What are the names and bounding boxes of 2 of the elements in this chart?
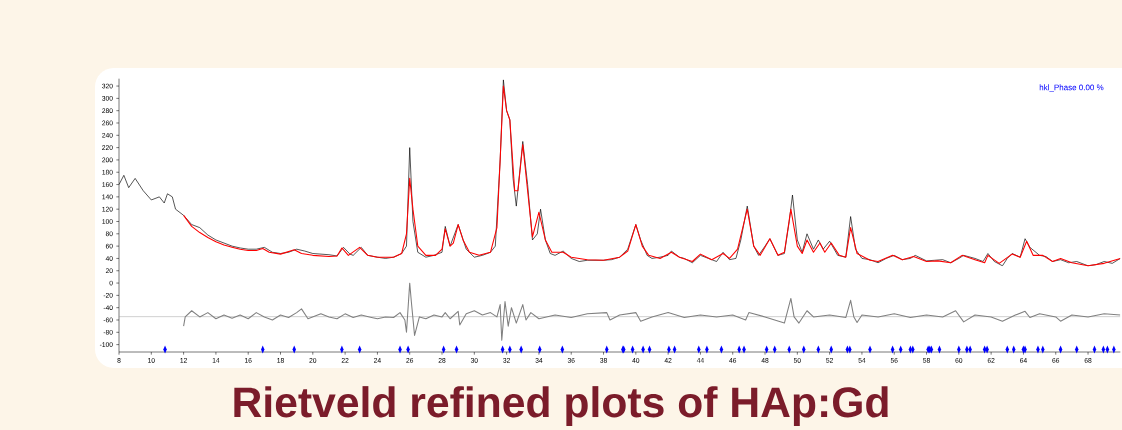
text: hkl_Phase 0.00 % (1039, 84, 1104, 92)
text: Rietveld refined plots of HAp:Gd (234, 386, 888, 426)
